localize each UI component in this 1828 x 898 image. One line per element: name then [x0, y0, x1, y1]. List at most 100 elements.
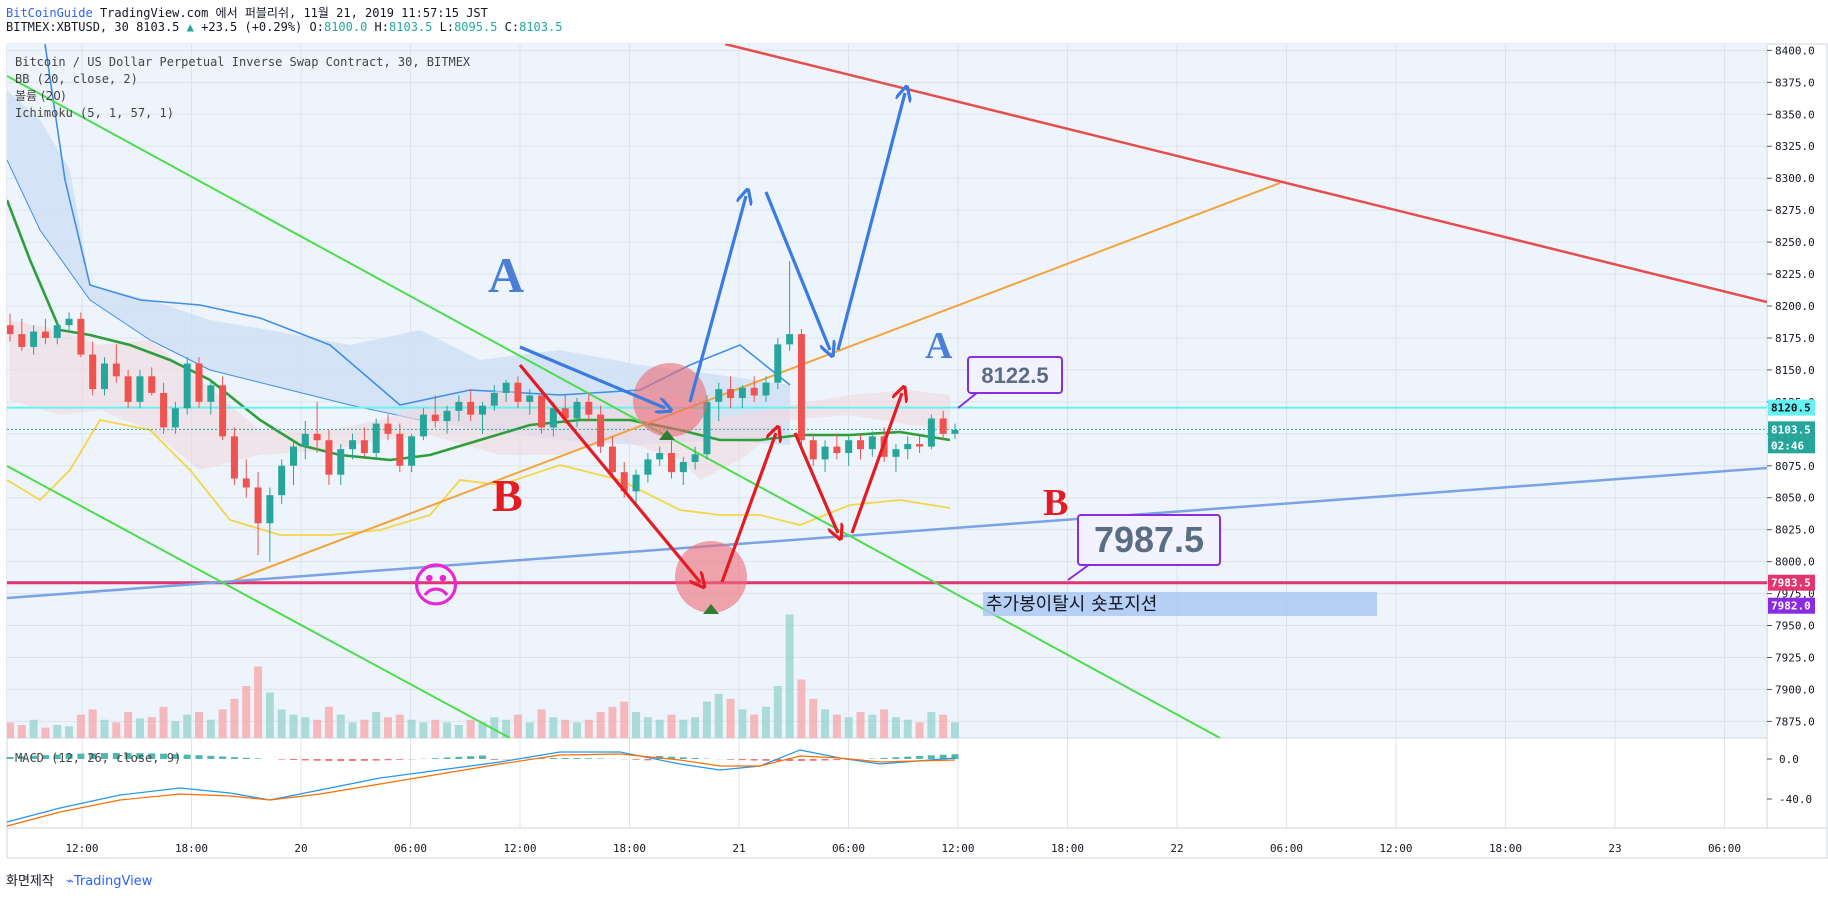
volume-bar — [561, 719, 570, 738]
callout-target[interactable]: 8122.5 — [957, 356, 1063, 409]
volume-bar — [726, 699, 735, 738]
candle-body — [738, 387, 746, 399]
time-axis[interactable] — [6, 827, 1828, 859]
volume-bar — [643, 717, 652, 738]
volume-bar — [691, 717, 700, 738]
macd-histogram-bar — [443, 757, 451, 759]
candle-body — [573, 401, 581, 419]
macd-histogram-bar — [727, 759, 735, 760]
candle-body — [290, 446, 297, 466]
price-label-text: 7982.0 — [1771, 600, 1811, 613]
candle-body — [467, 401, 475, 415]
volume-bar — [927, 712, 936, 738]
macd-histogram-bar — [171, 754, 179, 759]
volume-bar — [915, 722, 924, 738]
macd-tick-label: -40.0 — [1779, 793, 1812, 806]
macd-histogram-bar — [561, 758, 569, 759]
macd-histogram-bar — [77, 753, 85, 759]
volume-bar — [809, 699, 818, 738]
volume-bar — [856, 712, 865, 738]
macd-histogram-bar — [148, 753, 156, 759]
candle-body — [833, 446, 841, 453]
macd-histogram-bar — [455, 756, 463, 759]
volume-bar — [490, 717, 499, 738]
candle-body — [7, 325, 14, 335]
candle-body — [727, 389, 735, 399]
uptrend-line — [229, 182, 1281, 583]
macd-histogram-bar — [30, 755, 38, 759]
macd-histogram-bar — [372, 759, 380, 761]
callout-stop[interactable]: 7987.5 — [1067, 514, 1221, 581]
macd-histogram-bar — [254, 758, 262, 759]
volume-bar — [454, 725, 463, 738]
candle-body — [750, 387, 758, 396]
macd-histogram-bar — [738, 759, 746, 761]
volume-bar — [53, 725, 62, 738]
macd-histogram-bar — [490, 759, 498, 760]
volume-bar — [679, 719, 688, 738]
rising-support-line — [7, 466, 1767, 600]
candle-body — [313, 433, 321, 441]
volume-bar — [667, 714, 676, 738]
macd-histogram-bar — [809, 759, 817, 761]
volume-bar — [797, 679, 806, 738]
legend-bb: BB (20, close, 2) — [15, 72, 138, 86]
macd-series: 0.0 -40.0 — [6, 749, 1812, 827]
macd-histogram-bar — [53, 754, 61, 759]
volume-bar — [419, 722, 428, 738]
low-value: 8095.5 — [454, 20, 498, 34]
price-tick-label: 8325.0 — [1775, 140, 1815, 153]
macd-histogram-bar — [479, 755, 486, 759]
macd-histogram-bar — [219, 756, 227, 759]
macd-histogram-bar — [668, 756, 675, 759]
macd-histogram-bar — [679, 757, 687, 759]
candle-body — [668, 452, 675, 473]
volume-bar — [147, 717, 156, 738]
candle-body — [230, 436, 238, 479]
price-label-box — [1768, 597, 1815, 614]
price-tick-label: 8300.0 — [1775, 172, 1815, 185]
macd-histogram-bar — [797, 759, 805, 761]
arrow-b-down-1 — [518, 363, 700, 582]
tradingview-logo-icon[interactable]: ⌁TradingView — [65, 874, 153, 889]
label-a-right: A — [925, 325, 953, 367]
volume-bar — [171, 721, 180, 738]
macd-histogram-bar — [183, 754, 191, 759]
volume-bar — [265, 692, 274, 738]
open-value: 8100.0 — [323, 20, 368, 34]
volume-bar — [655, 719, 664, 738]
volume-bar — [7, 722, 14, 738]
price-label-text: 7983.5 — [1771, 577, 1811, 590]
price-tick-label: 8375.0 — [1775, 76, 1815, 89]
candle-body — [939, 418, 947, 434]
volume-bar — [407, 719, 416, 738]
price-tick-label: 8175.0 — [1775, 332, 1815, 345]
candle-body — [325, 440, 333, 475]
macd-tick-label: 0.0 — [1779, 753, 1799, 766]
macd-histogram-bar — [573, 758, 581, 759]
volume-bar — [112, 722, 121, 738]
volume-bar — [903, 719, 912, 738]
candle-body — [561, 408, 569, 419]
volume-bar — [620, 701, 629, 738]
price-tick-label: 8050.0 — [1775, 492, 1815, 505]
macd-histogram-bar — [325, 759, 333, 761]
candle-body — [53, 325, 61, 338]
volume-bar — [478, 722, 487, 738]
arrow-b-up-1 — [720, 433, 776, 583]
candle-body — [408, 436, 416, 466]
volume-bar — [348, 722, 357, 738]
candle-body — [762, 382, 770, 396]
tradingview-brand: TradingView — [73, 874, 153, 889]
volume-bar — [324, 706, 333, 738]
candle-body — [242, 478, 250, 488]
candle-body — [904, 444, 912, 450]
author-name[interactable]: BitCoinGuide — [6, 6, 93, 20]
candle-body — [148, 376, 156, 393]
macd-histogram-bar — [207, 755, 215, 759]
volume-bar — [384, 717, 392, 738]
price-label-box — [1768, 421, 1815, 438]
candle-body — [620, 472, 628, 492]
candle-body — [278, 465, 286, 496]
